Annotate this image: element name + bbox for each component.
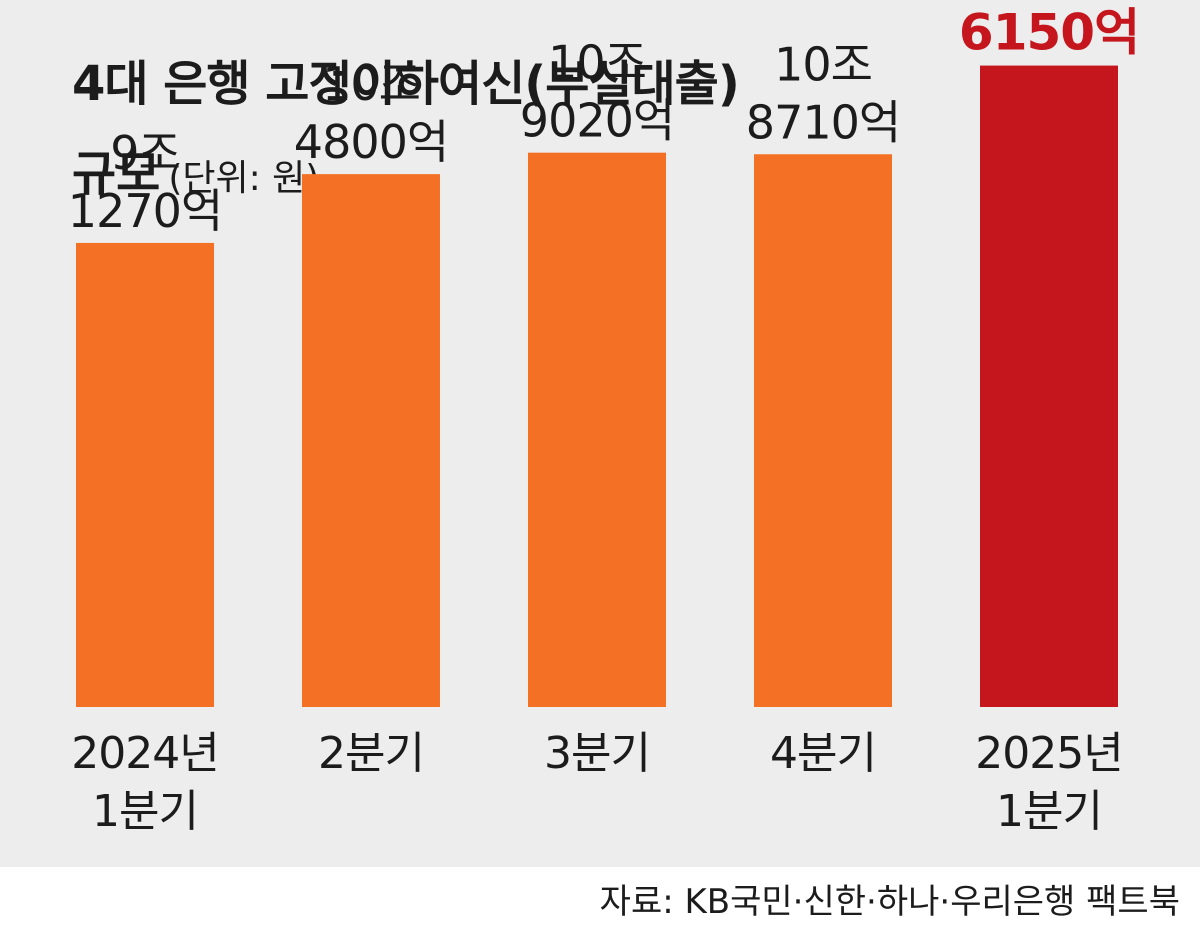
value-label-5-line-2: 6150억	[959, 4, 1139, 62]
category-label-1-line-1: 2024년	[71, 728, 218, 779]
category-label-3-line-1: 3분기	[544, 728, 650, 779]
bar-3	[528, 152, 666, 707]
value-label-3-line-1: 10조	[548, 36, 646, 90]
value-label-4-line-2: 8710억	[746, 95, 900, 149]
value-label-4-line-1: 10조	[774, 37, 872, 91]
category-label-1-line-2: 1분기	[92, 786, 198, 837]
value-label-5-line-1: 12조	[993, 0, 1106, 4]
unit-label: (단위: 원)	[168, 158, 320, 199]
value-label-1-line-2: 1270억	[68, 184, 222, 238]
chart-subtitle: 규모 (단위: 원)	[72, 134, 319, 204]
value-label-2-line-1: 10조	[322, 57, 420, 111]
chart-subtitle-text: 규모	[72, 146, 161, 202]
source-note: 자료: KB국민·신한·하나·우리은행 팩트북	[599, 882, 1180, 922]
category-label-5-line-2: 1분기	[996, 786, 1102, 837]
value-label-1-line-1: 9조	[110, 126, 180, 180]
bar-chart: 9조1270억2024년1분기10조4800억2분기10조9020억3분기10조…	[68, 0, 1140, 837]
bar-5	[980, 65, 1118, 708]
bar-2	[302, 174, 440, 707]
bar-4	[754, 154, 892, 707]
bar-1	[76, 242, 214, 707]
category-label-2-line-1: 2분기	[318, 728, 424, 779]
value-label-2-line-2: 4800억	[294, 115, 448, 169]
category-label-4-line-1: 4분기	[770, 728, 876, 779]
chart-title: 4대 은행 고정이하여신(부실대출)	[72, 56, 740, 112]
category-label-5-line-1: 2025년	[975, 728, 1122, 779]
value-label-3-line-2: 9020억	[520, 94, 674, 148]
